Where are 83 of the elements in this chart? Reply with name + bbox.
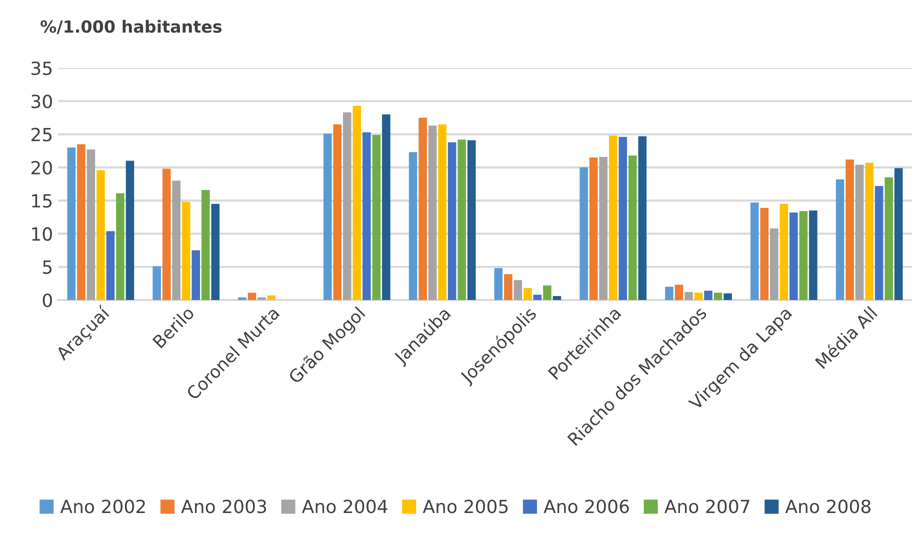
bar	[674, 284, 684, 300]
y-tick-label: 15	[32, 194, 52, 208]
bar	[770, 228, 778, 300]
bar	[618, 136, 628, 300]
legend-label: Ano 2006	[544, 500, 629, 514]
bar	[809, 210, 818, 300]
bar	[77, 144, 86, 300]
bar	[258, 297, 266, 300]
bar	[96, 170, 105, 300]
legend-label: Ano 2005	[422, 500, 508, 514]
bar	[333, 124, 342, 300]
bar	[533, 294, 542, 300]
bar	[855, 164, 864, 300]
y-tick-label: 25	[31, 128, 52, 142]
bar	[580, 167, 588, 300]
bar	[608, 136, 618, 300]
bar	[684, 292, 693, 300]
y-tick-label: 5	[43, 260, 52, 274]
bar	[438, 124, 446, 300]
legend-label: Ano 2003	[181, 500, 266, 514]
bar	[152, 266, 161, 300]
bar	[514, 280, 522, 300]
bar	[780, 204, 788, 300]
legend-label: Ano 2002	[60, 500, 145, 514]
bar	[126, 160, 134, 300]
bar	[172, 180, 180, 300]
y-tick-label: 30	[32, 94, 52, 108]
legend-label: Ano 2007	[664, 500, 750, 514]
bar	[750, 202, 759, 300]
legend-label: Ano 2008	[785, 500, 870, 514]
bar	[865, 162, 874, 300]
bar	[665, 286, 674, 300]
bar	[352, 106, 362, 300]
bar	[714, 292, 722, 300]
bar	[504, 274, 512, 300]
bar	[372, 134, 381, 300]
bar	[494, 268, 503, 300]
bar	[599, 156, 608, 300]
bar	[86, 150, 96, 300]
bar	[418, 118, 427, 300]
y-tick-label: 20	[31, 160, 52, 175]
bar	[589, 157, 598, 300]
bar	[552, 296, 562, 300]
bar	[790, 212, 798, 300]
bar	[192, 250, 200, 300]
bar	[543, 285, 552, 300]
bar	[408, 152, 418, 300]
bar	[106, 231, 115, 300]
bar	[201, 190, 210, 300]
bar	[638, 136, 647, 300]
bar	[799, 211, 808, 300]
bar	[467, 140, 476, 300]
bar	[162, 168, 171, 300]
bar	[874, 186, 884, 300]
bar	[760, 208, 769, 300]
chart-title: %/1.000 habitantes	[40, 20, 222, 34]
y-tick-label: 35	[32, 61, 52, 76]
bar	[448, 142, 456, 300]
bar	[894, 168, 903, 300]
bar	[884, 177, 893, 300]
bar	[846, 159, 854, 300]
y-tick-label: 0	[42, 293, 52, 308]
bar	[704, 290, 712, 300]
bar	[267, 295, 276, 300]
y-tick-label: 10	[32, 227, 52, 241]
bar	[524, 288, 532, 300]
bar	[724, 293, 732, 300]
bar	[628, 155, 637, 300]
bar	[211, 204, 220, 300]
bar	[382, 114, 390, 300]
bar	[836, 179, 844, 300]
bar	[362, 132, 371, 300]
bar	[694, 292, 703, 300]
bar	[458, 140, 466, 300]
bar	[182, 202, 190, 300]
bar	[428, 126, 437, 300]
bar	[238, 297, 246, 300]
bar	[323, 134, 332, 300]
bar	[342, 112, 352, 300]
legend-label: Ano 2004	[302, 500, 388, 514]
bar	[116, 193, 124, 300]
bar	[67, 148, 76, 300]
bar	[248, 292, 256, 300]
